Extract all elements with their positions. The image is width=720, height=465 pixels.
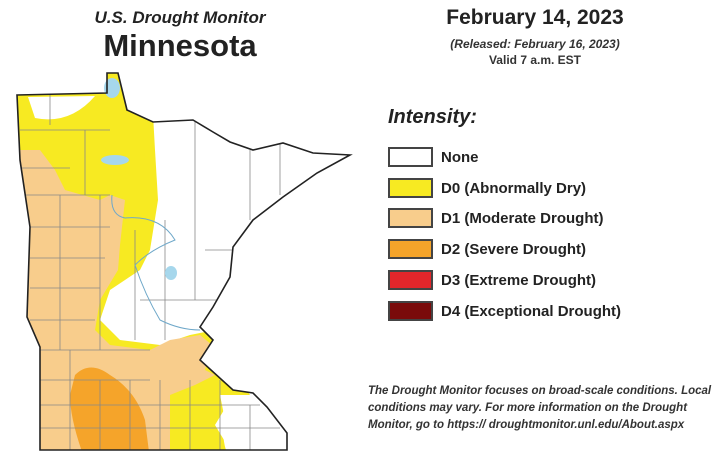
legend-label: D4 (Exceptional Drought)	[441, 302, 622, 320]
map-title: Minnesota	[103, 28, 257, 63]
legend-swatch	[388, 208, 433, 228]
mille-lacs-lake	[165, 266, 177, 280]
disclaimer-note: The Drought Monitor focuses on broad-sca…	[368, 385, 712, 431]
legend-label: D3 (Extreme Drought)	[441, 271, 597, 289]
white-southeast-area	[220, 395, 290, 450]
legend-label: D0 (Abnormally Dry)	[441, 179, 587, 197]
legend-item-none: None	[388, 145, 479, 169]
legend-item-d3: D3 (Extreme Drought)	[388, 268, 596, 292]
legend-title: Intensity:	[388, 106, 477, 128]
drought-map	[16, 72, 351, 451]
legend-swatch	[388, 147, 433, 167]
county-lines	[20, 95, 281, 450]
lake-of-the-woods	[104, 78, 120, 98]
legend-item-d1: D1 (Moderate Drought)	[388, 206, 604, 230]
map-subtitle: U.S. Drought Monitor	[94, 8, 266, 27]
date-heading: February 14, 2023	[446, 6, 624, 29]
legend-label: D2 (Severe Drought)	[441, 240, 587, 258]
legend-swatch	[388, 270, 433, 290]
released-date: (Released: February 16, 2023)	[450, 37, 620, 51]
legend-item-d0: D0 (Abnormally Dry)	[388, 176, 586, 200]
legend-label: None	[441, 148, 479, 166]
legend-item-d4: D4 (Exceptional Drought)	[388, 299, 621, 323]
valid-time: Valid 7 a.m. EST	[488, 53, 582, 67]
d1-area	[17, 150, 215, 450]
legend-label: D1 (Moderate Drought)	[441, 209, 604, 227]
white-north-area	[28, 96, 95, 120]
legend-swatch	[388, 178, 433, 198]
red-lake	[101, 155, 129, 165]
mississippi-river	[111, 194, 201, 331]
legend-swatch	[388, 301, 433, 321]
legend-swatch	[388, 239, 433, 259]
legend-item-d2: D2 (Severe Drought)	[388, 237, 586, 261]
